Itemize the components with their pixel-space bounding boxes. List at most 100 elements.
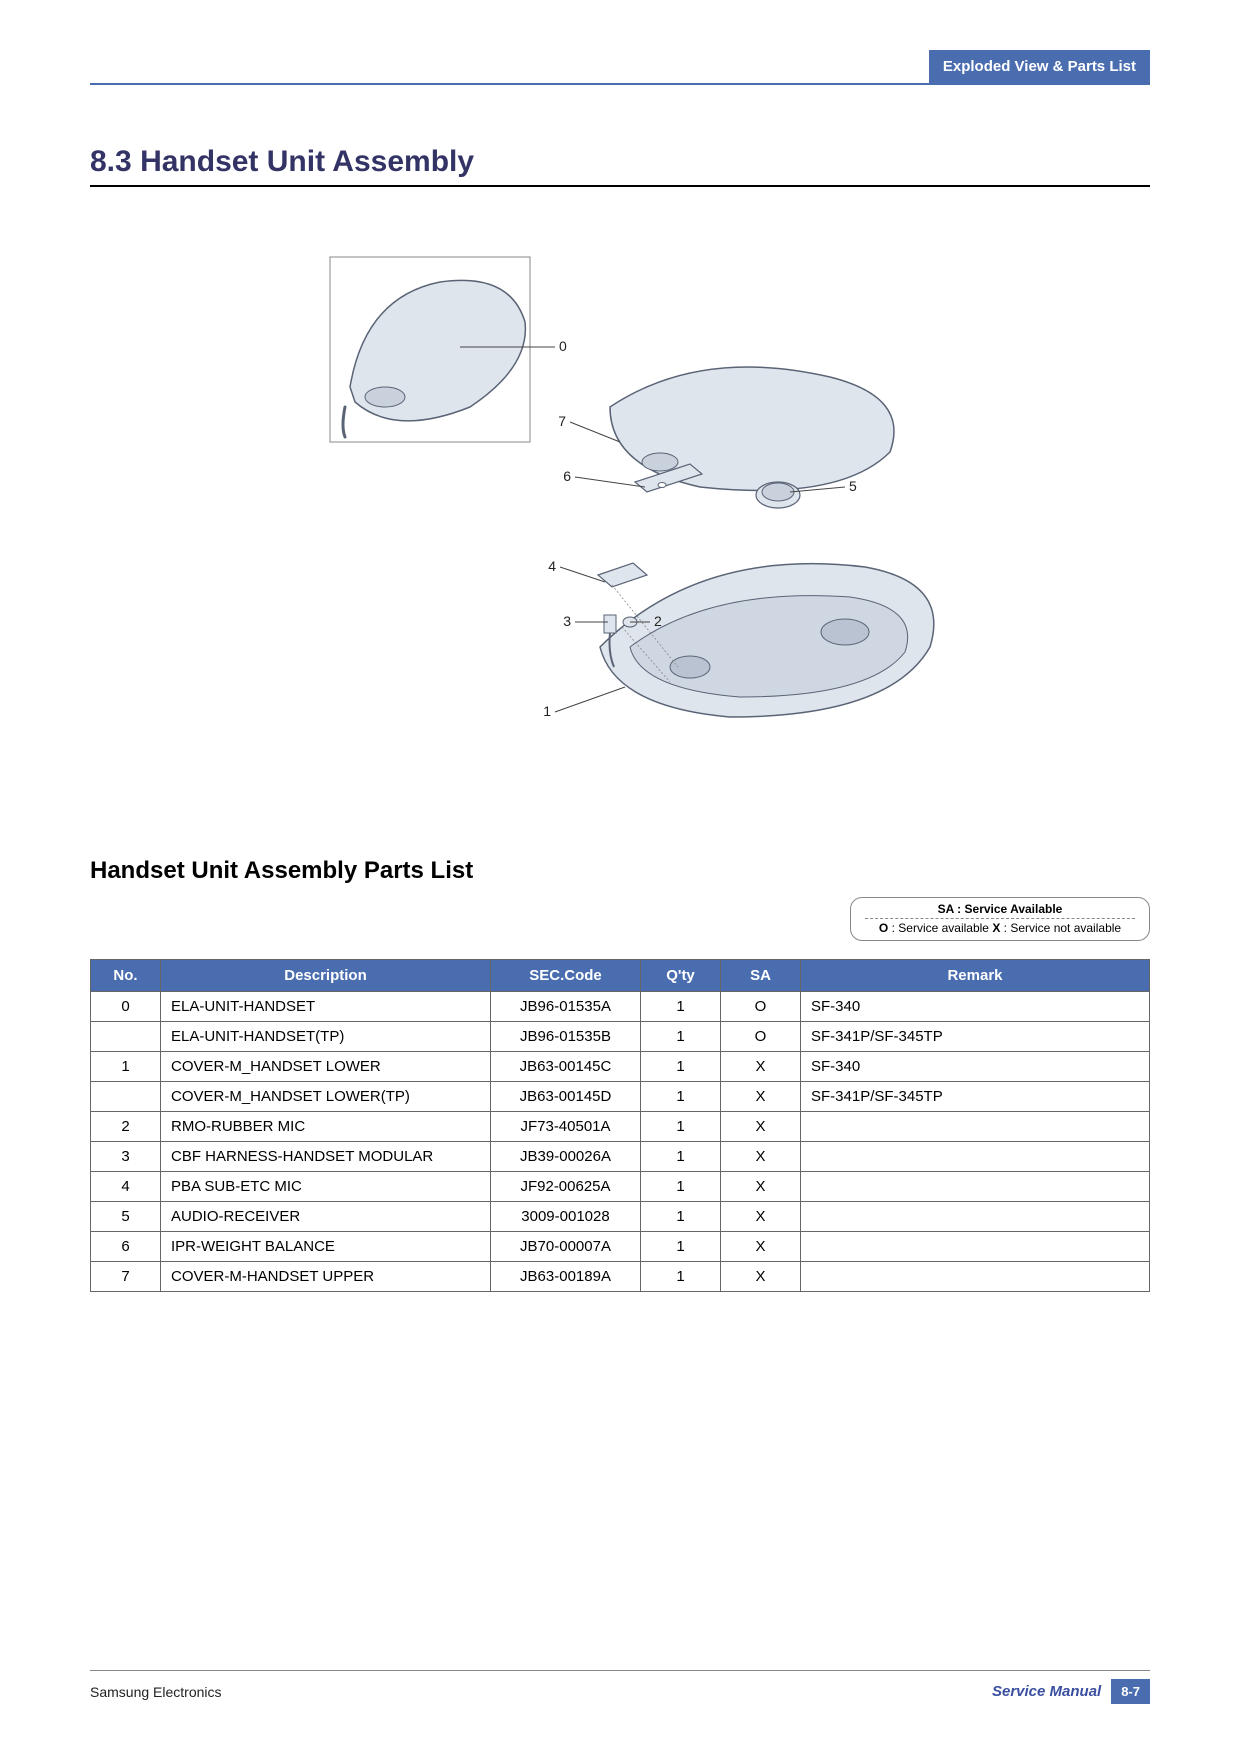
part-assembled-handset — [330, 257, 530, 442]
table-cell: 7 — [91, 1262, 161, 1292]
table-cell: JF92-00625A — [491, 1172, 641, 1202]
table-cell: SF-340 — [801, 1052, 1150, 1082]
table-cell: ELA-UNIT-HANDSET — [161, 992, 491, 1022]
table-row: 3CBF HARNESS-HANDSET MODULARJB39-00026A1… — [91, 1142, 1150, 1172]
table-cell: JB70-00007A — [491, 1232, 641, 1262]
section-number: 8.3 — [90, 145, 132, 178]
legend-o-text: : Service available — [888, 921, 992, 935]
table-cell: 3 — [91, 1142, 161, 1172]
table-cell: ELA-UNIT-HANDSET(TP) — [161, 1022, 491, 1052]
table-cell — [91, 1022, 161, 1052]
table-cell: O — [721, 992, 801, 1022]
table-cell: JB63-00189A — [491, 1262, 641, 1292]
parts-table-head: No.DescriptionSEC.CodeQ'tySARemark — [91, 960, 1150, 992]
table-cell: RMO-RUBBER MIC — [161, 1112, 491, 1142]
table-cell: 1 — [641, 992, 721, 1022]
table-cell — [801, 1142, 1150, 1172]
table-cell: 1 — [641, 1112, 721, 1142]
table-cell: IPR-WEIGHT BALANCE — [161, 1232, 491, 1262]
legend-x-text: : Service not available — [1000, 921, 1121, 935]
table-cell: 1 — [641, 1142, 721, 1172]
table-cell: X — [721, 1232, 801, 1262]
callout-label: 2 — [654, 613, 662, 629]
callout-label: 6 — [563, 468, 571, 484]
table-cell: SF-341P/SF-345TP — [801, 1022, 1150, 1052]
table-row: 5AUDIO-RECEIVER3009-0010281X — [91, 1202, 1150, 1232]
table-row: 7COVER-M-HANDSET UPPERJB63-00189A1X — [91, 1262, 1150, 1292]
callout-label: 4 — [548, 558, 556, 574]
table-cell: X — [721, 1142, 801, 1172]
table-cell: X — [721, 1052, 801, 1082]
subsection-title: Handset Unit Assembly Parts List — [90, 857, 1150, 885]
table-cell: SF-341P/SF-345TP — [801, 1082, 1150, 1112]
table-cell: JB63-00145C — [491, 1052, 641, 1082]
table-header-cell: SA — [721, 960, 801, 992]
parts-table: No.DescriptionSEC.CodeQ'tySARemark 0ELA-… — [90, 959, 1150, 1292]
legend-title: SA : Service Available — [865, 902, 1135, 919]
table-cell: 4 — [91, 1172, 161, 1202]
table-cell — [801, 1262, 1150, 1292]
table-cell: 3009-001028 — [491, 1202, 641, 1232]
table-cell: X — [721, 1112, 801, 1142]
table-cell: SF-340 — [801, 992, 1150, 1022]
table-cell — [91, 1082, 161, 1112]
footer-right: Service Manual 8-7 — [992, 1679, 1150, 1704]
callout-label: 1 — [543, 703, 551, 719]
table-cell: 2 — [91, 1112, 161, 1142]
table-header-cell: No. — [91, 960, 161, 992]
callout-label: 0 — [559, 338, 567, 354]
table-cell: X — [721, 1172, 801, 1202]
table-cell — [801, 1202, 1150, 1232]
table-header-cell: Q'ty — [641, 960, 721, 992]
table-cell: 1 — [641, 1052, 721, 1082]
part-cover-upper — [610, 367, 894, 490]
table-cell: COVER-M-HANDSET UPPER — [161, 1262, 491, 1292]
legend-line: O : Service available X : Service not av… — [879, 921, 1121, 935]
exploded-view-diagram: 07654321 — [90, 227, 1150, 817]
table-row: 0ELA-UNIT-HANDSETJB96-01535A1OSF-340 — [91, 992, 1150, 1022]
section-heading: Handset Unit Assembly — [140, 145, 474, 178]
table-cell: COVER-M_HANDSET LOWER(TP) — [161, 1082, 491, 1112]
callout-label: 5 — [849, 478, 857, 494]
header-badge: Exploded View & Parts List — [929, 50, 1150, 83]
callout-leader — [555, 687, 625, 712]
page: Exploded View & Parts List 8.3 Handset U… — [0, 0, 1240, 1754]
table-cell: PBA SUB-ETC MIC — [161, 1172, 491, 1202]
legend-box: SA : Service Available O : Service avail… — [850, 897, 1150, 941]
part-pba-mic — [598, 563, 647, 587]
legend-o-label: O — [879, 921, 888, 935]
table-cell: 1 — [91, 1052, 161, 1082]
table-cell — [801, 1232, 1150, 1262]
table-cell: O — [721, 1022, 801, 1052]
parts-table-body: 0ELA-UNIT-HANDSETJB96-01535A1OSF-340ELA-… — [91, 992, 1150, 1292]
table-cell: JB96-01535A — [491, 992, 641, 1022]
table-cell: 0 — [91, 992, 161, 1022]
table-cell: JB63-00145D — [491, 1082, 641, 1112]
table-cell: 1 — [641, 1022, 721, 1052]
table-cell: COVER-M_HANDSET LOWER — [161, 1052, 491, 1082]
footer: Samsung Electronics Service Manual 8-7 — [90, 1670, 1150, 1704]
table-cell: X — [721, 1082, 801, 1112]
section-title: 8.3 Handset Unit Assembly — [90, 145, 1150, 187]
header-bar: Exploded View & Parts List — [90, 50, 1150, 85]
table-cell: JB96-01535B — [491, 1022, 641, 1052]
table-header-cell: Description — [161, 960, 491, 992]
table-cell — [801, 1172, 1150, 1202]
table-row: 1COVER-M_HANDSET LOWERJB63-00145C1XSF-34… — [91, 1052, 1150, 1082]
table-cell: 6 — [91, 1232, 161, 1262]
table-header-cell: SEC.Code — [491, 960, 641, 992]
table-cell: 5 — [91, 1202, 161, 1232]
table-row: COVER-M_HANDSET LOWER(TP)JB63-00145D1XSF… — [91, 1082, 1150, 1112]
footer-company: Samsung Electronics — [90, 1684, 222, 1700]
table-header-cell: Remark — [801, 960, 1150, 992]
table-cell: 1 — [641, 1082, 721, 1112]
part-cover-lower — [600, 564, 934, 717]
table-cell: 1 — [641, 1232, 721, 1262]
diagram-svg: 07654321 — [230, 227, 1010, 797]
table-cell: 1 — [641, 1172, 721, 1202]
footer-manual-label: Service Manual — [992, 1683, 1101, 1700]
footer-page-number: 8-7 — [1111, 1679, 1150, 1704]
table-cell: 1 — [641, 1262, 721, 1292]
table-row: 4PBA SUB-ETC MICJF92-00625A1X — [91, 1172, 1150, 1202]
table-cell — [801, 1112, 1150, 1142]
